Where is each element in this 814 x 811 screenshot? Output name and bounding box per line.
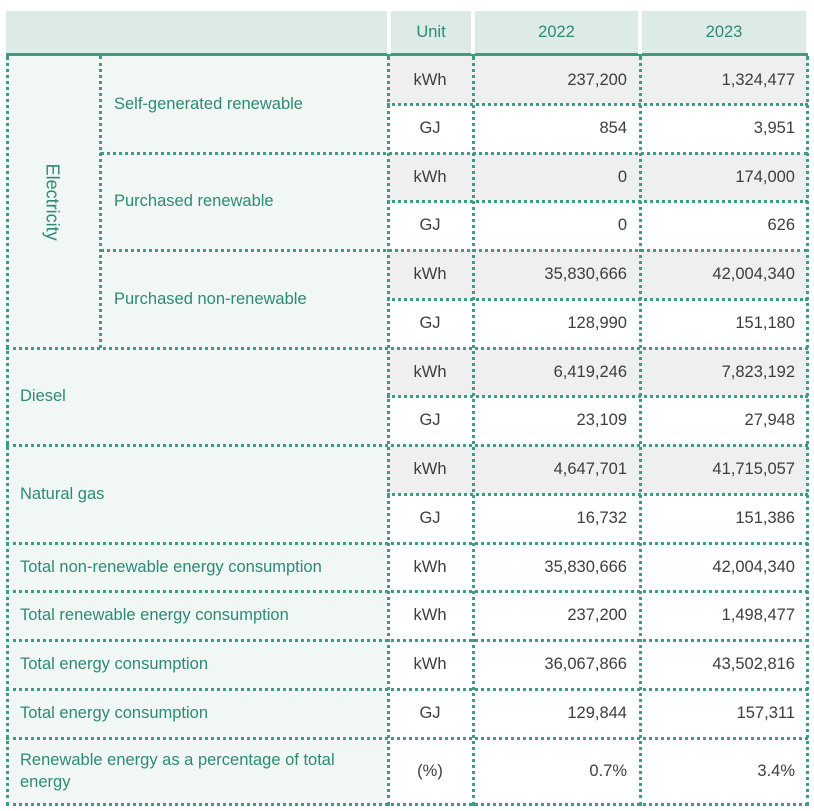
total-non-renewable-label: Total non-renewable energy consumption bbox=[6, 543, 387, 591]
purchased-non-renewable-label: Purchased non-renewable bbox=[100, 250, 387, 348]
natural-gas-kwh-2022: 4,647,701 bbox=[473, 445, 640, 494]
natural-gas-kwh-2023: 41,715,057 bbox=[640, 445, 808, 494]
purchased-non-renewable-kwh-2023: 42,004,340 bbox=[640, 250, 808, 299]
total-renewable-2023: 1,498,477 bbox=[640, 591, 808, 640]
row-divider bbox=[6, 737, 808, 740]
year-column-divider bbox=[639, 56, 642, 806]
table-left-border bbox=[6, 56, 9, 806]
purchased-non-renewable-gj-2023: 151,180 bbox=[640, 299, 808, 348]
row-divider bbox=[6, 444, 808, 447]
row-divider bbox=[387, 103, 808, 106]
row-divider bbox=[6, 639, 808, 642]
purchased-renewable-gj-unit: GJ bbox=[387, 201, 473, 250]
diesel-gj-2023: 27,948 bbox=[640, 396, 808, 445]
header-gap-1 bbox=[387, 11, 391, 54]
purchased-renewable-kwh-2022: 0 bbox=[473, 153, 640, 201]
total-energy-gj-unit: GJ bbox=[387, 689, 473, 738]
natural-gas-gj-unit: GJ bbox=[387, 494, 473, 543]
table-right-border bbox=[806, 56, 809, 806]
total-energy-gj-label: Total energy consumption bbox=[6, 689, 387, 738]
renewable-percentage-unit: (%) bbox=[387, 738, 473, 804]
total-energy-gj-2022: 129,844 bbox=[473, 689, 640, 738]
total-energy-gj-2023: 157,311 bbox=[640, 689, 808, 738]
renewable-percentage-2022: 0.7% bbox=[473, 738, 640, 804]
row-divider bbox=[6, 347, 808, 350]
row-divider bbox=[387, 395, 808, 398]
natural-gas-kwh-unit: kWh bbox=[387, 445, 473, 494]
diesel-gj-unit: GJ bbox=[387, 396, 473, 445]
purchased-non-renewable-kwh-unit: kWh bbox=[387, 250, 473, 299]
diesel-kwh-unit: kWh bbox=[387, 348, 473, 396]
self-generated-kwh-unit: kWh bbox=[387, 56, 473, 104]
purchased-renewable-gj-2023: 626 bbox=[640, 201, 808, 250]
renewable-percentage-2023: 3.4% bbox=[640, 738, 808, 804]
row-divider bbox=[100, 249, 808, 252]
electricity-category-label: Electricity bbox=[6, 56, 100, 348]
total-energy-kwh-label: Total energy consumption bbox=[6, 640, 387, 689]
row-divider bbox=[387, 298, 808, 301]
natural-gas-gj-2022: 16,732 bbox=[473, 494, 640, 543]
total-renewable-label: Total renewable energy consumption bbox=[6, 591, 387, 640]
row-divider bbox=[6, 542, 808, 545]
natural-gas-label: Natural gas bbox=[6, 445, 387, 543]
unit-column-divider bbox=[387, 56, 390, 806]
row-divider bbox=[100, 152, 808, 155]
total-renewable-2022: 237,200 bbox=[473, 591, 640, 640]
header-blank-cell bbox=[6, 11, 387, 54]
header-gap-3 bbox=[638, 11, 642, 54]
self-generated-kwh-2023: 1,324,477 bbox=[640, 56, 808, 104]
header-bottom-rule bbox=[6, 53, 808, 56]
purchased-renewable-kwh-2023: 174,000 bbox=[640, 153, 808, 201]
diesel-gj-2022: 23,109 bbox=[473, 396, 640, 445]
purchased-renewable-kwh-unit: kWh bbox=[387, 153, 473, 201]
total-energy-kwh-unit: kWh bbox=[387, 640, 473, 689]
row-divider bbox=[6, 590, 808, 593]
diesel-kwh-2022: 6,419,246 bbox=[473, 348, 640, 396]
diesel-label: Diesel bbox=[6, 348, 387, 445]
diesel-kwh-2023: 7,823,192 bbox=[640, 348, 808, 396]
self-generated-gj-unit: GJ bbox=[387, 104, 473, 153]
electricity-category-text: Electricity bbox=[43, 163, 64, 241]
total-renewable-unit: kWh bbox=[387, 591, 473, 640]
header-gap-2 bbox=[471, 11, 475, 54]
purchased-non-renewable-gj-2022: 128,990 bbox=[473, 299, 640, 348]
electricity-column-divider bbox=[99, 56, 102, 348]
row-divider bbox=[6, 688, 808, 691]
purchased-non-renewable-kwh-2022: 35,830,666 bbox=[473, 250, 640, 299]
header-year-2023: 2023 bbox=[642, 11, 806, 54]
header-year-2022: 2022 bbox=[475, 11, 638, 54]
total-energy-kwh-2022: 36,067,866 bbox=[473, 640, 640, 689]
purchased-non-renewable-gj-unit: GJ bbox=[387, 299, 473, 348]
total-non-renewable-2022: 35,830,666 bbox=[473, 543, 640, 591]
row-divider bbox=[387, 200, 808, 203]
row-divider bbox=[387, 493, 808, 496]
self-generated-renewable-label: Self-generated renewable bbox=[100, 56, 387, 153]
total-energy-kwh-2023: 43,502,816 bbox=[640, 640, 808, 689]
purchased-renewable-label: Purchased renewable bbox=[100, 153, 387, 250]
header-unit: Unit bbox=[391, 11, 471, 54]
total-non-renewable-2023: 42,004,340 bbox=[640, 543, 808, 591]
natural-gas-gj-2023: 151,386 bbox=[640, 494, 808, 543]
purchased-renewable-gj-2022: 0 bbox=[473, 201, 640, 250]
year-column-divider bbox=[472, 56, 475, 806]
self-generated-kwh-2022: 237,200 bbox=[473, 56, 640, 104]
renewable-percentage-label: Renewable energy as a percentage of tota… bbox=[6, 738, 387, 804]
self-generated-gj-2022: 854 bbox=[473, 104, 640, 153]
table-bottom-border bbox=[6, 803, 808, 806]
total-non-renewable-unit: kWh bbox=[387, 543, 473, 591]
self-generated-gj-2023: 3,951 bbox=[640, 104, 808, 153]
